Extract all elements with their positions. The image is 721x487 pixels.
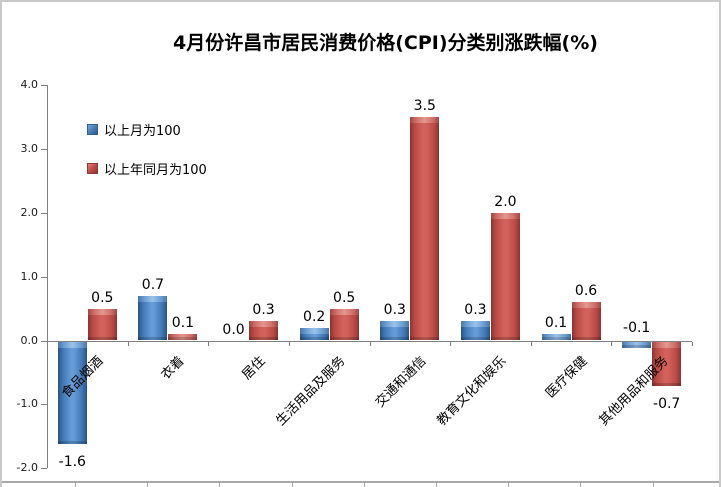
- bar-blue: [138, 295, 168, 341]
- y-axis-tick: [41, 468, 47, 470]
- value-label: 0.6: [574, 283, 598, 300]
- cell-boundary-tick: [219, 483, 221, 487]
- bar-red: [329, 308, 359, 341]
- value-label: 0.7: [141, 276, 165, 293]
- value-label: 0.2: [303, 308, 326, 325]
- value-label: 0.1: [544, 315, 568, 332]
- bar-blue: [460, 321, 490, 341]
- cell-boundary-tick: [147, 483, 149, 487]
- y-axis-tick: [41, 404, 47, 406]
- x-axis-line: [47, 340, 692, 342]
- y-tick-label: 1.0: [20, 269, 39, 283]
- category-label: 生活用品及服务: [273, 353, 349, 429]
- bar-blue: [299, 327, 329, 341]
- legend-label-month: 以上月为100: [104, 123, 181, 139]
- y-tick-label: 3.0: [20, 142, 39, 156]
- x-axis-tick: [450, 341, 452, 346]
- category-label: 其他用品和服务: [596, 353, 672, 429]
- y-tick-label: 0.0: [20, 333, 39, 347]
- y-tick-label: -2.0: [16, 461, 38, 475]
- bar-red: [168, 334, 198, 341]
- legend: 以上月为100 以上年同月为100: [87, 120, 207, 198]
- y-tick-label: -1.0: [16, 397, 38, 411]
- bar-red: [571, 302, 601, 341]
- bottom-cell-edge: [2, 481, 719, 483]
- bar-red: [410, 117, 440, 341]
- cell-boundary-tick: [75, 483, 76, 487]
- value-label: -0.1: [623, 319, 651, 336]
- bar-blue: [57, 341, 87, 444]
- category-label: 交通和通信: [372, 353, 430, 411]
- legend-swatch-red-icon: [87, 162, 98, 174]
- bar-red: [87, 308, 117, 341]
- y-axis-tick: [41, 85, 47, 87]
- x-axis-tick: [692, 341, 693, 346]
- value-label: 0.0: [222, 321, 245, 338]
- value-label: 3.5: [413, 98, 436, 115]
- value-label: 0.5: [333, 289, 356, 306]
- bar-red: [490, 212, 520, 341]
- cell-boundary-tick: [291, 483, 293, 487]
- category-label: 衣着: [158, 353, 188, 383]
- value-label: 0.3: [464, 302, 487, 319]
- y-axis-tick: [41, 340, 47, 342]
- value-label: 0.3: [252, 302, 275, 319]
- x-axis-tick: [369, 341, 371, 346]
- legend-label-year: 以上年同月为100: [104, 162, 207, 178]
- cell-boundary-tick: [436, 483, 437, 487]
- bar-blue: [622, 341, 652, 349]
- value-label: -0.7: [653, 396, 681, 413]
- bar-blue: [541, 334, 571, 341]
- value-label: 2.0: [494, 193, 517, 210]
- value-label: 0.3: [383, 302, 406, 319]
- cell-boundary-tick: [652, 483, 654, 487]
- cell-boundary-tick: [508, 483, 510, 487]
- x-axis-tick: [530, 341, 532, 346]
- cell-boundary-tick: [580, 483, 582, 487]
- bar-red: [652, 341, 682, 387]
- value-label: 0.1: [171, 315, 195, 332]
- x-axis-tick: [208, 341, 210, 346]
- category-label: 教育文化和娱乐: [434, 353, 510, 429]
- x-axis-tick: [611, 341, 613, 346]
- category-label: 医疗保健: [543, 353, 591, 402]
- bar-blue: [380, 321, 410, 341]
- legend-item-month-over-month: 以上月为100: [87, 120, 207, 139]
- value-label: 0.5: [91, 289, 114, 306]
- y-tick-label: 4.0: [20, 78, 39, 92]
- legend-swatch-blue-icon: [87, 123, 98, 135]
- y-axis-tick: [41, 149, 47, 151]
- bar-red: [249, 321, 279, 341]
- legend-item-year-over-year: 以上年同月为100: [87, 159, 207, 178]
- category-label: 居住: [238, 353, 268, 383]
- y-axis-tick: [41, 276, 47, 278]
- chart-title: 4月份许昌市居民消费价格(CPI)分类别涨跌幅(%): [173, 32, 598, 54]
- y-axis-tick: [41, 212, 47, 214]
- cell-boundary-tick: [363, 483, 365, 487]
- y-axis-line: [47, 85, 48, 469]
- x-axis-tick: [288, 341, 290, 346]
- value-label: -1.6: [58, 453, 86, 470]
- x-axis-tick: [47, 341, 48, 346]
- x-axis-tick: [127, 341, 129, 346]
- y-tick-label: 2.0: [20, 205, 39, 219]
